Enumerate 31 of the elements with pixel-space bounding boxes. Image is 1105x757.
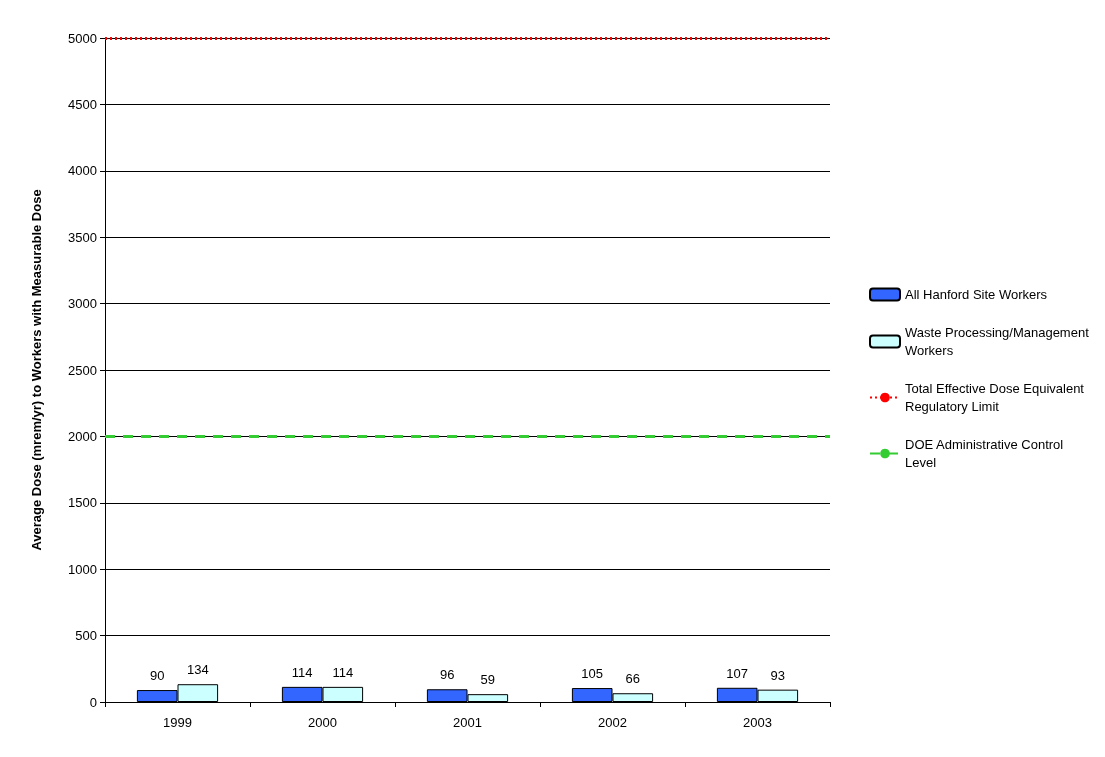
legend-label: DOE Administrative Control Level bbox=[905, 437, 1067, 470]
y-axis-title: Average Dose (mrem/yr) to Workers with Measurable Dose bbox=[29, 189, 44, 551]
y-tick-label: 4000 bbox=[68, 163, 97, 179]
data-label: 107 bbox=[726, 665, 749, 681]
y-tick-label: 1000 bbox=[68, 561, 97, 577]
data-label: 59 bbox=[480, 672, 496, 688]
y-tick-label: 1500 bbox=[68, 495, 97, 511]
y-tick-label: 0 bbox=[89, 694, 97, 710]
data-label: 96 bbox=[439, 667, 455, 683]
y-tick-label: 5000 bbox=[68, 30, 97, 46]
data-label: 105 bbox=[581, 666, 604, 682]
x-tick-label: 2001 bbox=[453, 715, 482, 730]
y-tick-label: 3500 bbox=[68, 229, 97, 245]
data-label: 114 bbox=[332, 664, 354, 680]
y-tick-label: 500 bbox=[75, 628, 97, 644]
legend-label: All Hanford Site Workers bbox=[905, 287, 1048, 302]
y-tick-label: 2500 bbox=[68, 362, 97, 378]
data-label: 90 bbox=[149, 668, 165, 684]
data-label: 93 bbox=[770, 667, 786, 683]
y-tick-label: 4500 bbox=[68, 96, 97, 112]
data-label: 66 bbox=[625, 671, 641, 687]
y-tick-label: 3000 bbox=[68, 296, 97, 312]
x-tick-label: 1999 bbox=[163, 715, 192, 730]
data-label: 114 bbox=[291, 664, 313, 680]
data-label: 134 bbox=[186, 662, 209, 678]
legend-label: Waste Processing/Management Workers bbox=[905, 325, 1093, 358]
x-tick-label: 2000 bbox=[308, 715, 337, 730]
x-tick-label: 2003 bbox=[743, 715, 772, 730]
x-tick-label: 2002 bbox=[598, 715, 627, 730]
y-tick-label: 2000 bbox=[68, 428, 97, 444]
legend-label: Total Effective Dose Equivalent Regulatory Limit bbox=[905, 381, 1092, 414]
